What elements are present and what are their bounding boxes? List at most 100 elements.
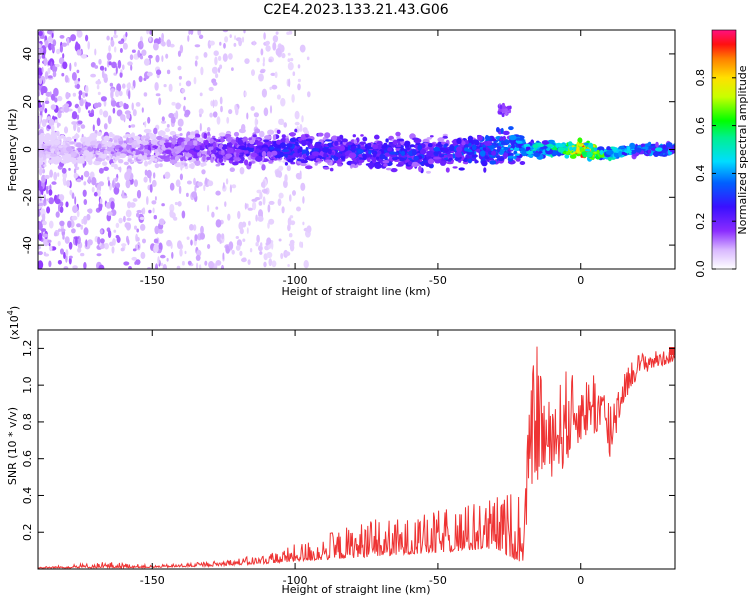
spectrogram-cell — [44, 71, 49, 80]
spectrogram-cell — [186, 236, 190, 240]
spectrogram-cell — [251, 69, 255, 76]
spectrogram-cell — [177, 50, 182, 57]
spectrogram-cell — [98, 58, 102, 65]
spectrogram-cell — [538, 150, 543, 154]
spectrogram-cell — [129, 202, 136, 208]
spectrogram-cell — [154, 225, 160, 235]
snr-y-label: SNR (10 * v/v) — [6, 407, 19, 485]
spectrogram-cell — [157, 130, 166, 136]
spectrogram-cell — [38, 167, 43, 176]
spectrogram-cell — [479, 150, 486, 157]
spectrogram-cell — [219, 239, 222, 244]
spectrogram-cell — [175, 102, 181, 110]
spectrogram-cell — [180, 156, 184, 162]
spectrogram-cell — [194, 44, 201, 48]
spectrogram-cell — [199, 232, 205, 240]
spectrogram-cell — [337, 163, 343, 167]
spectrogram-cell — [510, 147, 514, 151]
spectrogram-cell — [264, 135, 272, 140]
spectrogram-cell — [418, 165, 422, 172]
spectrogram-cell — [143, 128, 152, 134]
spectrogram-cell — [112, 156, 116, 159]
spectrogram-cell — [221, 150, 225, 153]
spectrogram-cell — [161, 203, 165, 207]
spectrogram-cell — [151, 179, 157, 188]
spectrogram-cell — [74, 133, 80, 139]
spectrogram-cell — [117, 59, 122, 69]
spectrogram-cell — [211, 153, 215, 158]
spectrogram-cell — [58, 228, 61, 232]
spectrogram-cell — [87, 110, 91, 114]
spectrogram-cell — [122, 135, 129, 139]
spectrogram-cell — [294, 110, 300, 120]
spectrogram-cell — [120, 69, 123, 73]
spectrogram-cell — [164, 171, 171, 179]
spectrogram-cell — [63, 137, 67, 142]
spectrogram-cell — [127, 239, 130, 246]
spectrogram-cell — [409, 144, 416, 148]
spectrogram-cell — [405, 147, 411, 151]
spectrogram-cell — [117, 138, 123, 141]
spectrogram-cell — [124, 110, 131, 115]
spectrogram-cell — [208, 86, 214, 92]
spectrogram-cell — [156, 135, 163, 141]
spectrogram-cell — [533, 152, 541, 158]
snr-panel: -150 -100 -50 0 1.2 1.0 0.8 0.6 0.4 0.2 Height o… — [6, 306, 676, 596]
spectrogram-cell — [194, 159, 201, 166]
spectrogram-cell — [224, 201, 227, 208]
spectrogram-cell — [108, 45, 111, 52]
spectrogram-cell — [131, 49, 136, 53]
spectrogram-cell — [258, 73, 264, 82]
spectrogram-cell — [314, 142, 322, 149]
spectrogram-cell — [348, 152, 357, 159]
spectrogram-cell — [52, 158, 60, 165]
spectrogram-cell — [309, 145, 314, 150]
spectrogram-cell — [367, 142, 372, 147]
spectrogram-cell — [148, 209, 152, 214]
spectrogram-cell — [456, 146, 463, 153]
spectrogram-cell — [289, 132, 296, 137]
spectrogram-cell — [223, 42, 226, 49]
spectrogram-cell — [66, 179, 71, 188]
spectrogram-cell — [472, 139, 480, 144]
spectrogram-cell — [177, 118, 184, 127]
spectrogram-cell — [655, 147, 663, 152]
spectrogram-cell — [483, 167, 487, 173]
spectrogram-cell — [160, 254, 166, 259]
spectrogram-cell — [82, 189, 87, 197]
spectrogram-cell — [120, 247, 125, 252]
spectrogram-cell — [569, 154, 577, 159]
spectrogram-cell — [98, 205, 103, 211]
spectrogram-cell — [87, 176, 91, 185]
spectrogram-cell — [228, 53, 233, 60]
spectrogram-cell — [494, 145, 498, 148]
spectrogram-cell — [104, 67, 107, 72]
spectrogram-cell — [80, 174, 84, 181]
spectrogram-cell — [287, 159, 294, 163]
spectrogram-cell — [146, 149, 151, 155]
spectrogram-cell — [82, 147, 88, 151]
spectrogram-cell — [38, 202, 44, 206]
spectrogram-cell — [127, 158, 133, 163]
spectrogram-cell — [143, 58, 150, 66]
spectrogram-cell — [271, 144, 279, 147]
spectrogram-cell — [152, 207, 155, 214]
spectrogram-cell — [155, 54, 160, 63]
spectrogram-cell — [85, 156, 89, 162]
spectrogram-cell — [135, 259, 141, 265]
spectrogram-cell — [118, 147, 124, 151]
spectrogram-cell — [239, 250, 243, 257]
spectrogram-cell — [209, 112, 213, 118]
spectrogram-cell — [162, 264, 167, 269]
spectrogram-cell — [108, 61, 112, 66]
spectrogram-cell — [43, 237, 49, 247]
y-tick-label: -40 — [21, 236, 34, 254]
spectrogram-cell — [153, 127, 158, 135]
spectrogram-cell — [216, 233, 222, 242]
spectrogram-cell — [49, 153, 58, 157]
spectrogram-cell — [83, 262, 87, 269]
spectrogram-cell — [59, 201, 64, 207]
spectrogram-cell — [62, 42, 67, 47]
spectrogram-cell — [288, 233, 293, 238]
spectrogram-x-ticks: -150 -100 -50 0 — [140, 30, 584, 287]
